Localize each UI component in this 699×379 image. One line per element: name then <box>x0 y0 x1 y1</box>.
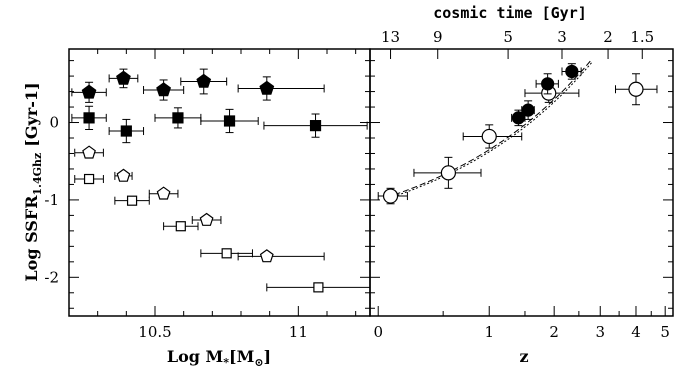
left-x-axis-label-close: ] <box>264 347 272 366</box>
data-point <box>511 111 526 125</box>
data-point <box>83 173 95 185</box>
left-x-axis-label-main: Log M <box>167 347 223 366</box>
fit-line <box>385 58 593 199</box>
left-x-axis-label: Log M*[M⊙] <box>167 347 271 369</box>
right-x-tick-label: 2 <box>549 323 559 341</box>
left-x-axis-label-sub: * <box>223 356 229 369</box>
data-point <box>116 70 131 85</box>
data-point <box>156 186 171 200</box>
fit-line <box>385 61 593 200</box>
data-point <box>172 112 184 124</box>
left-data-points <box>71 68 371 293</box>
data-point <box>223 115 236 127</box>
left-x-tick-label: 11 <box>289 323 308 341</box>
data-point <box>481 128 497 145</box>
right-x-tick-label: 3 <box>595 323 605 341</box>
left-ticks: 0 -1 -2 10.5 11 <box>44 49 370 341</box>
left-x-axis-label-unit-sub: ⊙ <box>254 356 263 369</box>
y-axis-label-main: Log SSFR <box>22 195 41 282</box>
y-axis-label-unit: [Gyr-1] <box>22 82 41 146</box>
data-point <box>156 82 172 97</box>
data-point <box>116 168 131 182</box>
right-x-tick-label: 0 <box>373 323 383 341</box>
y-axis-label-sub: 1.4Ghz <box>31 153 44 196</box>
data-point <box>83 112 95 124</box>
left-x-axis-label-unit: [M <box>229 347 254 366</box>
data-point <box>565 64 579 79</box>
left-panel-frame <box>68 48 371 317</box>
right-fit-lines <box>385 58 593 200</box>
right-x-axis-label: z <box>519 347 528 366</box>
right-data-points <box>377 63 658 205</box>
y-tick-label: -1 <box>44 191 59 209</box>
right-ticks: 0 1 2 3 4 5 13 9 5 3 2 1.5 <box>370 28 673 341</box>
data-point <box>440 165 457 181</box>
top-tick-label: 13 <box>381 28 400 46</box>
data-point <box>259 249 274 263</box>
y-tick-label: 0 <box>49 114 59 132</box>
top-tick-label: 2 <box>603 28 613 46</box>
right-x-tick-label: 1 <box>484 323 494 341</box>
data-point <box>382 188 399 204</box>
top-tick-label: 5 <box>503 28 513 46</box>
data-point <box>313 282 324 293</box>
data-point <box>521 103 535 117</box>
data-point <box>126 195 138 206</box>
y-tick-label: -2 <box>44 268 59 286</box>
right-x-tick-label: 4 <box>631 323 641 341</box>
data-point <box>628 81 644 97</box>
data-point <box>82 145 96 159</box>
top-axis-label: cosmic time [Gyr] <box>433 4 587 22</box>
top-tick-label: 1.5 <box>630 28 654 46</box>
data-point <box>541 77 555 91</box>
data-point <box>309 120 322 132</box>
data-point <box>175 221 186 232</box>
top-tick-label: 9 <box>433 28 443 46</box>
right-x-tick-label: 5 <box>660 323 670 341</box>
data-point <box>196 73 212 88</box>
data-point <box>199 212 214 226</box>
data-point <box>120 125 132 137</box>
data-point <box>259 80 275 95</box>
top-tick-label: 3 <box>557 28 567 46</box>
data-point <box>221 248 232 259</box>
right-panel-frame <box>369 48 674 317</box>
left-x-tick-label: 10.5 <box>138 323 171 341</box>
y-axis-label: Log SSFR1.4Ghz [Gyr-1] <box>22 82 44 281</box>
data-point <box>81 84 97 99</box>
